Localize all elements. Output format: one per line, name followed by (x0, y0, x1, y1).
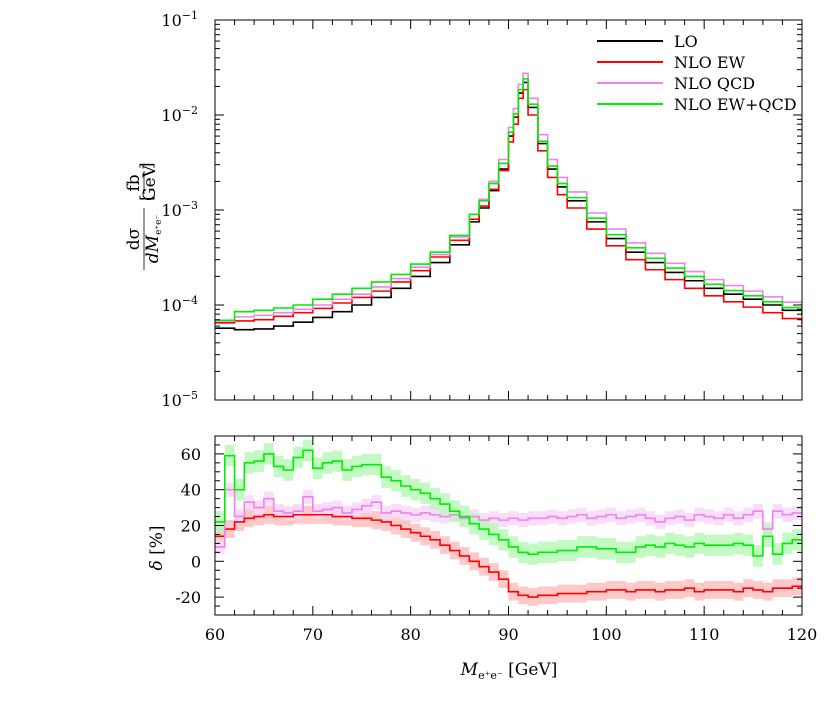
legend-label-nlo-ew-qcd: NLO EW+QCD (674, 95, 797, 114)
ylabel-delta: δ [%] (147, 525, 167, 570)
ylabel-numerator: dσ (124, 227, 144, 250)
x-tick-label: 60 (205, 625, 225, 644)
legend: LO NLO EW NLO QCD NLO EW+QCD (597, 32, 797, 114)
axis-labels: Me⁺e⁻ [GeV] (460, 660, 558, 682)
uncertainty-band-nlo-ew (215, 505, 802, 607)
ylabel-unit-denominator: GeV (140, 164, 160, 201)
series-line-nlo-ew (215, 88, 802, 325)
y-tick-label: 10−4 (161, 294, 198, 315)
y-tick-label: 0 (191, 552, 201, 571)
ratio-line-nlo-ew-qcd (215, 449, 802, 557)
legend-label-nlo-qcd: NLO QCD (674, 74, 755, 93)
y-tick-label: 40 (181, 481, 201, 500)
y-tick-label: 10−5 (161, 389, 198, 410)
ratio-line-nlo-qcd (215, 488, 802, 548)
x-tick-label: 70 (303, 625, 323, 644)
bottom-panel: -20 0 20 40 60 60 70 80 90 100 110 120 δ [%] (147, 435, 818, 644)
uncertainty-band-nlo-ew-qcd (215, 439, 802, 567)
y-tick-label: 10−2 (161, 104, 198, 125)
bottom-y-axis-label: δ [%] (147, 525, 167, 570)
x-tick-label: 80 (400, 625, 420, 644)
y-tick-label: 60 (181, 445, 201, 464)
legend-label-lo: LO (674, 32, 698, 51)
legend-label-nlo-ew: NLO EW (674, 53, 746, 72)
ylabel-denominator: dMe⁺e⁻ (143, 215, 164, 264)
x-tick-label: 100 (591, 625, 622, 644)
x-tick-label: 90 (498, 625, 518, 644)
bottom-series-group (215, 439, 802, 607)
x-tick-label: 110 (689, 625, 720, 644)
top-series-group (215, 72, 802, 331)
y-tick-label: 10−1 (161, 9, 198, 30)
y-tick-label: -20 (175, 588, 201, 607)
x-axis-label: Me⁺e⁻ [GeV] (460, 660, 558, 682)
ratio-line-nlo-ew (215, 513, 802, 598)
x-tick-label: 120 (787, 625, 818, 644)
y-tick-label: 10−3 (161, 199, 198, 220)
ylabel-left-bracket: [ (137, 194, 157, 201)
series-line-lo (215, 81, 802, 331)
ylabel-right-bracket: ] (137, 162, 157, 169)
series-line-nlo-ew-qcd (215, 78, 802, 322)
top-panel: 10−5 10−4 10−3 10−2 10−1 LO NLO EW NLO QCD NLO E… (124, 9, 803, 410)
ylabel-unit-numerator: fb (124, 174, 144, 191)
y-tick-label: 20 (181, 517, 201, 536)
